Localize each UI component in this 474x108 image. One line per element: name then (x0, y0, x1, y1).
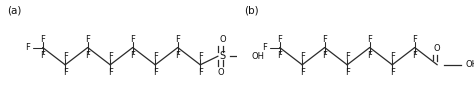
Text: F: F (367, 51, 372, 60)
Text: F: F (108, 52, 113, 61)
Text: (a): (a) (7, 5, 21, 15)
Text: F: F (322, 51, 327, 60)
Text: F: F (153, 68, 158, 77)
Text: O: O (217, 68, 224, 77)
Text: F: F (262, 43, 267, 52)
Text: F: F (390, 68, 395, 77)
Text: F: F (40, 51, 45, 60)
Text: F: F (345, 68, 350, 77)
Text: F: F (85, 51, 90, 60)
Text: F: F (367, 35, 372, 44)
Text: F: F (63, 68, 68, 77)
Text: F: F (277, 35, 282, 44)
Text: F: F (40, 35, 45, 44)
Text: F: F (198, 52, 203, 61)
Text: O: O (434, 44, 440, 53)
Text: F: F (25, 43, 30, 52)
Text: S: S (220, 51, 226, 61)
Text: F: F (153, 52, 158, 61)
Text: OH: OH (465, 60, 474, 69)
Text: F: F (412, 35, 417, 44)
Text: F: F (300, 52, 305, 61)
Text: (b): (b) (244, 5, 259, 15)
Text: F: F (390, 52, 395, 61)
Text: OH: OH (251, 52, 264, 61)
Text: F: F (108, 68, 113, 77)
Text: F: F (322, 35, 327, 44)
Text: F: F (175, 35, 180, 44)
Text: F: F (130, 51, 135, 60)
Text: F: F (175, 51, 180, 60)
Text: F: F (198, 68, 203, 77)
Text: F: F (130, 35, 135, 44)
Text: F: F (277, 51, 282, 60)
Text: F: F (300, 68, 305, 77)
Text: F: F (85, 35, 90, 44)
Text: F: F (412, 51, 417, 60)
Text: O: O (219, 35, 226, 44)
Text: F: F (345, 52, 350, 61)
Text: F: F (63, 52, 68, 61)
